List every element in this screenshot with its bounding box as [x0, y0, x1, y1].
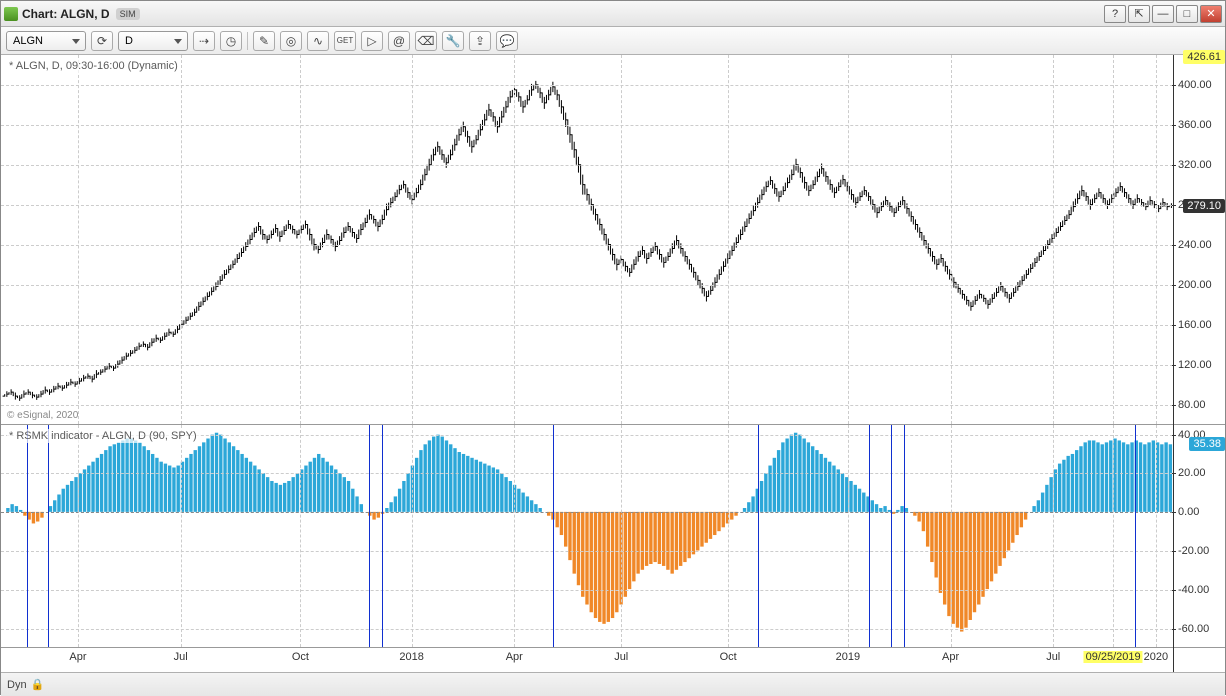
indicator-value-tag: 35.38 — [1189, 437, 1225, 451]
indicator-pane[interactable]: * RSMK indicator - ALGN, D (90, SPY) — [1, 425, 1173, 648]
xtick-label: Apr — [942, 651, 959, 663]
ytick-label: -60.00 — [1178, 623, 1209, 635]
maximize-button[interactable]: □ — [1176, 5, 1198, 23]
indicator-pane-label: * RSMK indicator - ALGN, D (90, SPY) — [7, 429, 199, 443]
app-icon — [4, 7, 18, 21]
export-button[interactable]: ⇪ — [469, 31, 491, 51]
status-label: Dyn — [7, 679, 27, 691]
price-pane[interactable]: * ALGN, D, 09:30-16:00 (Dynamic) © eSign… — [1, 55, 1173, 425]
help-button[interactable]: ? — [1104, 5, 1126, 23]
window-title: Chart: ALGN, D — [22, 7, 110, 21]
ytick-label: 240.00 — [1178, 239, 1212, 251]
xtick-label: Oct — [720, 651, 737, 663]
y-axis-indicator: -60.00-40.00-20.000.0020.0040.0035.38 — [1174, 425, 1225, 648]
toolbar-separator — [247, 32, 248, 50]
comment-button[interactable]: 💬 — [496, 31, 518, 51]
y-axis-price: 80.00120.00160.00200.00240.00280.00320.0… — [1174, 55, 1225, 425]
xtick-label: 09/25/2019 — [1084, 651, 1143, 663]
xtick-label: Oct — [292, 651, 309, 663]
symbol-value: ALGN — [13, 35, 43, 47]
xtick-label: Apr — [506, 651, 523, 663]
ytick-label: 200.00 — [1178, 279, 1212, 291]
export-icon: ⇪ — [475, 34, 485, 48]
ytick-label: 360.00 — [1178, 119, 1212, 131]
ytick-label: 400.00 — [1178, 79, 1212, 91]
price-plot — [1, 55, 1173, 424]
xtick-label: Apr — [69, 651, 86, 663]
link-button[interactable]: ⇢ — [193, 31, 215, 51]
xtick-label: 2018 — [399, 651, 423, 663]
ytick-label: 0.00 — [1178, 506, 1199, 518]
ytick-label: 80.00 — [1178, 399, 1206, 411]
chart-area: * ALGN, D, 09:30-16:00 (Dynamic) © eSign… — [1, 55, 1225, 672]
erase-icon: ⌫ — [418, 34, 435, 48]
get-button[interactable]: GET — [334, 31, 356, 51]
copyright: © eSignal, 2020 — [7, 410, 78, 421]
lock-icon[interactable]: 🔒 — [31, 678, 45, 691]
x-axis: Apr Jul Oct 2018 Apr Jul Oct 2019 Apr Jul 09/25/20… — [1, 648, 1173, 670]
high-price-tag: 426.61 — [1183, 50, 1225, 64]
play-icon: ▷ — [367, 34, 376, 48]
interval-value: D — [125, 35, 133, 47]
refresh-button[interactable]: ⟳ — [91, 31, 113, 51]
sim-badge: SIM — [116, 8, 140, 20]
close-button[interactable]: ✕ — [1200, 5, 1222, 23]
xtick-label: Jul — [1046, 651, 1060, 663]
pencil-icon: ✎ — [259, 34, 269, 48]
comment-icon: 💬 — [500, 34, 515, 48]
price-pane-label: * ALGN, D, 09:30-16:00 (Dynamic) — [7, 59, 180, 73]
ytick-label: -40.00 — [1178, 584, 1209, 596]
symbol-select[interactable]: ALGN — [6, 31, 86, 51]
at-button[interactable]: @ — [388, 31, 410, 51]
current-price-tag: 279.10 — [1183, 199, 1225, 213]
xtick-label: 2020 — [1144, 651, 1168, 663]
ytick-label: 320.00 — [1178, 159, 1212, 171]
play-button[interactable]: ▷ — [361, 31, 383, 51]
clock-button[interactable]: ◷ — [220, 31, 242, 51]
interval-select[interactable]: D — [118, 31, 188, 51]
settings-button[interactable]: 🔧 — [442, 31, 464, 51]
ytick-label: 120.00 — [1178, 359, 1212, 371]
at-icon: @ — [393, 34, 405, 48]
draw-button[interactable]: ✎ — [253, 31, 275, 51]
target-button[interactable]: ◎ — [280, 31, 302, 51]
wave-icon: ∿ — [313, 34, 323, 48]
titlebar: Chart: ALGN, D SIM ? ⇱ — □ ✕ — [1, 1, 1225, 27]
toolbar: ALGN ⟳ D ⇢ ◷ ✎ ◎ ∿ GET ▷ @ ⌫ 🔧 ⇪ 💬 — [1, 27, 1225, 55]
oscillator-button[interactable]: ∿ — [307, 31, 329, 51]
xtick-label: 2019 — [836, 651, 860, 663]
ytick-label: -20.00 — [1178, 545, 1209, 557]
ytick-label: 20.00 — [1178, 467, 1206, 479]
target-icon: ◎ — [286, 34, 296, 48]
clock-icon: ◷ — [226, 34, 236, 48]
minimize-button[interactable]: — — [1152, 5, 1174, 23]
ytick-label: 160.00 — [1178, 319, 1212, 331]
pin-button[interactable]: ⇱ — [1128, 5, 1150, 23]
xtick-label: Jul — [174, 651, 188, 663]
xtick-label: Jul — [614, 651, 628, 663]
statusbar: Dyn 🔒 — [1, 672, 1225, 696]
indicator-plot — [1, 425, 1173, 647]
wrench-icon: 🔧 — [446, 34, 461, 48]
erase-button[interactable]: ⌫ — [415, 31, 437, 51]
